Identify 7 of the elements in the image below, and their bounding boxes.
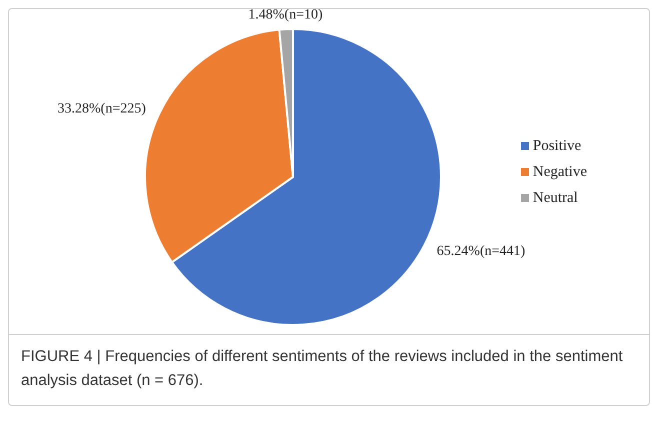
data-label: 1.48%(n=10) <box>248 8 323 23</box>
data-label: 33.28%(n=225) <box>58 102 146 117</box>
legend-label: Positive <box>532 138 582 154</box>
legend-label: Negative <box>532 164 587 180</box>
data-label: 65.24%(n=441) <box>436 244 526 260</box>
legend-label: Neutral <box>532 190 578 206</box>
caption: FIGURE 4 | Frequencies of different sentiments of the reviews included in the sentiment analysis dataset (n = 676). <box>9 334 649 405</box>
